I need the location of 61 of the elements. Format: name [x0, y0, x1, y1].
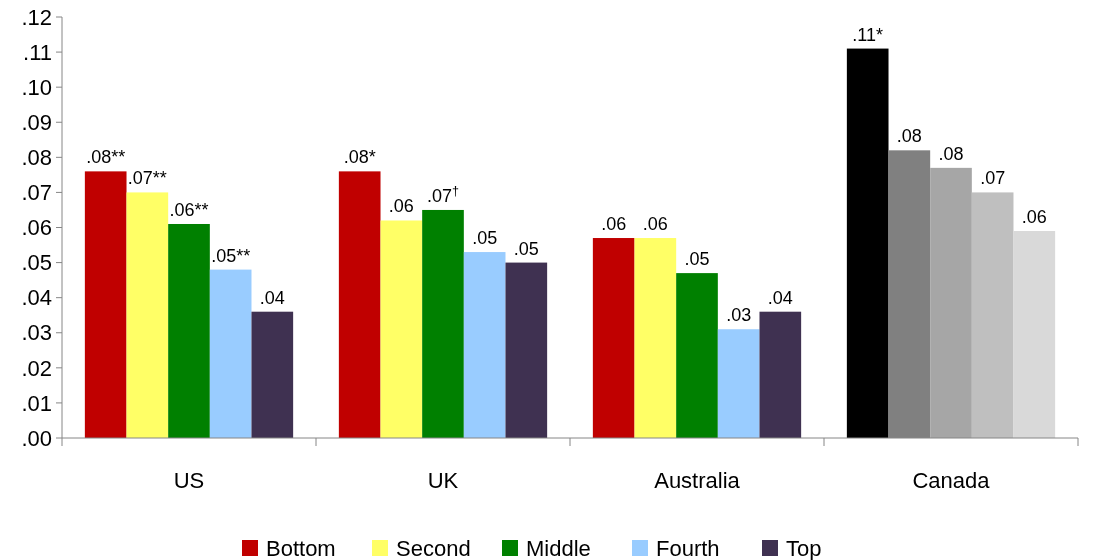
data-label: .11* [852, 24, 884, 45]
bar [971, 192, 1014, 438]
y-tick-label: .00 [21, 425, 52, 451]
data-label: .07 [980, 168, 1006, 189]
y-tick-label: .06 [21, 215, 52, 241]
bar [676, 273, 718, 438]
bar [592, 238, 635, 438]
x-tick-label: Canada [912, 468, 991, 493]
legend-label: Middle [526, 535, 591, 560]
data-label: .05 [513, 238, 539, 259]
data-label: .07** [127, 168, 167, 189]
bar [1013, 231, 1056, 438]
bar [84, 171, 127, 438]
y-tick-label: .08 [21, 145, 52, 171]
data-label: .06 [1021, 207, 1047, 228]
data-label: .08** [86, 147, 126, 168]
data-label: .07$^{†}$ [426, 183, 460, 206]
data-label: .05 [472, 228, 498, 249]
bar [717, 329, 760, 438]
legend-label: Bottom [266, 535, 336, 560]
y-tick-label: .05 [21, 250, 52, 276]
data-label: .08 [896, 126, 922, 147]
x-tick-label: Australia [654, 468, 741, 493]
legend-label: Second [396, 535, 471, 560]
legend-label: Fourth [656, 535, 720, 560]
data-label: .05 [684, 249, 710, 270]
y-tick-label: .03 [21, 320, 52, 346]
data-label: .06 [388, 196, 414, 217]
data-label: .08* [343, 147, 376, 168]
bar [463, 252, 506, 438]
bar [634, 238, 677, 438]
bar [422, 209, 464, 438]
y-tick-label: .12 [21, 4, 52, 30]
bar [380, 220, 423, 438]
data-label: .05** [211, 245, 251, 266]
data-label: .04 [767, 287, 793, 308]
bar [126, 192, 169, 438]
y-tick-label: .04 [21, 285, 52, 311]
x-tick-label: UK [427, 468, 459, 493]
bar [168, 223, 210, 438]
data-label: .08 [938, 143, 964, 164]
data-label: .03 [726, 305, 752, 326]
y-tick-label: .09 [21, 109, 52, 135]
bar [505, 262, 548, 438]
bar [251, 311, 294, 438]
y-tick-label: .02 [21, 355, 52, 381]
bar [846, 48, 889, 438]
x-tick-label: US [173, 468, 205, 493]
data-label: .06** [169, 199, 209, 220]
bar [338, 171, 381, 438]
y-tick-label: .10 [21, 74, 52, 100]
data-label: .06 [601, 214, 627, 235]
data-label: .04 [259, 287, 285, 308]
y-tick-label: .07 [21, 180, 52, 206]
bar [930, 167, 972, 438]
bar [759, 311, 802, 438]
y-tick-label: .01 [21, 390, 52, 416]
y-tick-label: .11 [23, 39, 52, 65]
data-label: .06 [642, 214, 668, 235]
bar [209, 269, 252, 438]
legend-label: Top [786, 535, 822, 560]
